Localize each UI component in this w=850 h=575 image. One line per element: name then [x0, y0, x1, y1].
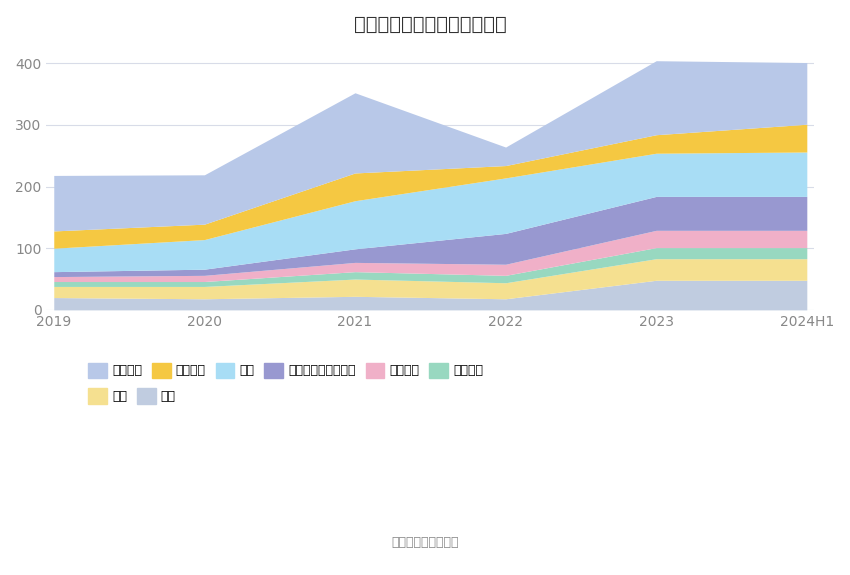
Title: 历年主要资产堆积图（亿元）: 历年主要资产堆积图（亿元） — [354, 15, 507, 34]
Legend: 商誉, 其它: 商誉, 其它 — [83, 384, 181, 409]
Text: 数据来源：恒生聚源: 数据来源：恒生聚源 — [391, 536, 459, 549]
